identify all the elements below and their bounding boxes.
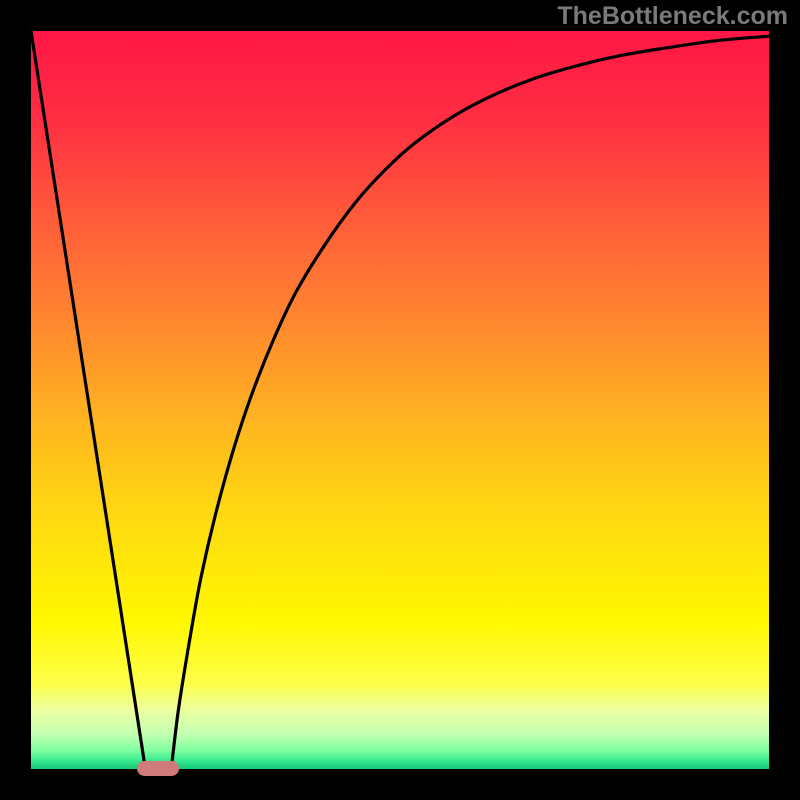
chart-container: TheBottleneck.com — [0, 0, 800, 800]
watermark-text: TheBottleneck.com — [557, 2, 788, 31]
optimal-marker — [137, 761, 179, 776]
chart-plot-area — [31, 31, 769, 769]
bottleneck-curve — [31, 31, 769, 769]
